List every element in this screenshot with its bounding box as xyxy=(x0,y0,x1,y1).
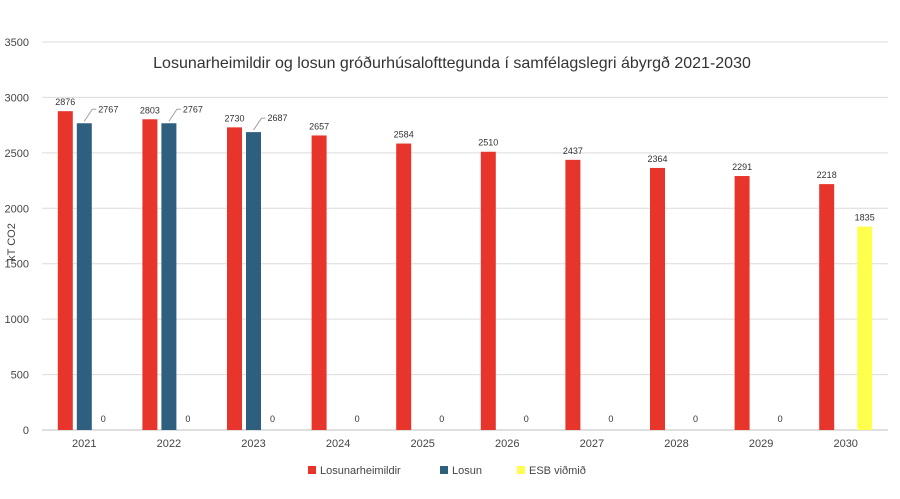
bar xyxy=(311,135,327,430)
data-label: 0 xyxy=(778,414,783,424)
legend-swatch xyxy=(308,466,316,474)
y-axis-label: kT CO2 xyxy=(6,223,18,261)
data-label: 2437 xyxy=(563,146,583,156)
data-label: 0 xyxy=(608,414,613,424)
data-label: 0 xyxy=(101,414,106,424)
x-tick-label: 2024 xyxy=(326,438,350,450)
data-label: 0 xyxy=(270,414,275,424)
data-labels: 2876 2767 0 2803 2767 0 2730 2687 0 2657 0 2584 0 251… xyxy=(55,97,874,424)
leader-line xyxy=(168,108,181,122)
bar xyxy=(76,123,92,430)
bar xyxy=(819,184,835,430)
bars xyxy=(57,111,873,431)
y-tick-label: 2000 xyxy=(5,203,29,215)
data-label: 2364 xyxy=(647,154,667,164)
legend-item-label: Losun xyxy=(452,465,482,477)
x-tick-label: 2028 xyxy=(664,438,688,450)
y-tick-label: 1500 xyxy=(5,259,29,271)
data-label: 2687 xyxy=(268,113,288,123)
bar xyxy=(650,167,665,430)
bar xyxy=(246,132,261,430)
y-tick-label: 3500 xyxy=(5,37,29,49)
data-label: 2218 xyxy=(817,170,837,180)
legend-item-label: Losunarheimildir xyxy=(320,465,401,477)
legend-swatch xyxy=(517,466,525,474)
gridlines xyxy=(42,41,888,431)
data-label: 0 xyxy=(693,414,698,424)
y-tick-label: 3000 xyxy=(5,92,29,104)
legend: Losunarheimildir Losun ESB viðmið xyxy=(308,465,586,477)
data-label: 2767 xyxy=(183,104,203,114)
leader-line xyxy=(253,117,266,131)
bar xyxy=(565,159,581,431)
data-label: 2803 xyxy=(140,105,160,115)
data-label: 0 xyxy=(185,414,190,424)
x-tick-label: 2021 xyxy=(72,438,96,450)
x-axis-ticks: 2021 2022 2023 2024 2025 2026 2027 2028 2029 2030 xyxy=(72,438,858,450)
bar xyxy=(396,143,412,430)
bar xyxy=(161,123,177,430)
data-label: 2730 xyxy=(224,113,244,123)
x-tick-label: 2026 xyxy=(495,438,519,450)
bar xyxy=(480,151,496,430)
data-label: 2767 xyxy=(98,104,118,114)
data-label: 0 xyxy=(355,414,360,424)
y-tick-label: 500 xyxy=(11,370,29,382)
data-label: 0 xyxy=(439,414,444,424)
legend-item-label: ESB viðmið xyxy=(529,465,586,477)
x-tick-label: 2029 xyxy=(749,438,773,450)
bar xyxy=(857,226,873,430)
leader-line xyxy=(83,108,97,122)
data-label: 2584 xyxy=(394,130,414,140)
x-tick-label: 2030 xyxy=(833,438,857,450)
bar xyxy=(734,176,750,430)
data-label: 2657 xyxy=(309,121,329,131)
y-tick-label: 2500 xyxy=(5,148,29,160)
data-label: 2291 xyxy=(732,162,752,172)
y-tick-label: 1000 xyxy=(5,314,29,326)
data-label: 0 xyxy=(524,414,529,424)
bar xyxy=(142,119,158,430)
data-label: 1835 xyxy=(855,213,875,223)
data-label: 2876 xyxy=(55,97,75,107)
bar xyxy=(57,111,73,430)
y-tick-label: 0 xyxy=(23,425,29,437)
bar xyxy=(227,127,242,431)
y-axis-ticks: 0 500 1000 1500 2000 2500 3000 3500 xyxy=(5,37,29,437)
chart-title: Losunarheimildir og losun gróðurhúsaloft… xyxy=(153,55,751,72)
x-tick-label: 2027 xyxy=(580,438,604,450)
data-label: 2510 xyxy=(478,138,498,148)
x-tick-label: 2023 xyxy=(241,438,265,450)
x-tick-label: 2025 xyxy=(410,438,434,450)
legend-swatch xyxy=(440,466,448,474)
x-tick-label: 2022 xyxy=(157,438,181,450)
